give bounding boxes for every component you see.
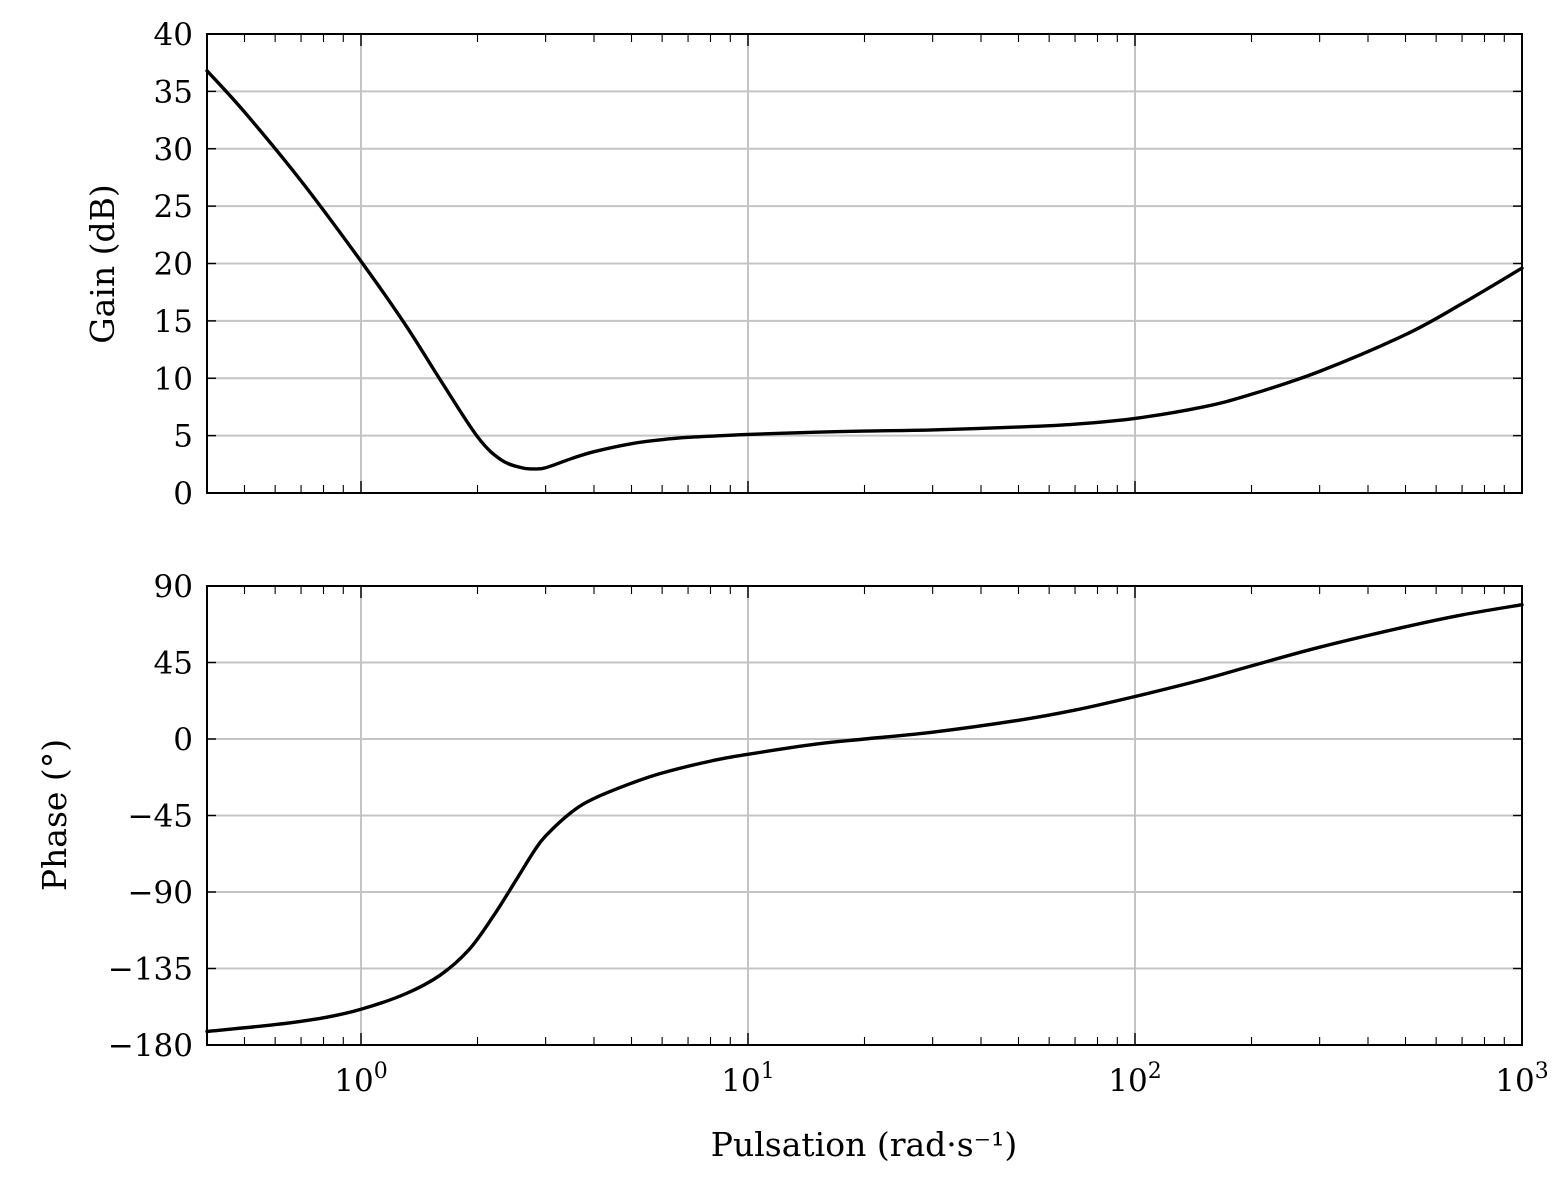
y-tick-label: 0: [173, 476, 193, 512]
phase-curve: [205, 603, 1524, 1034]
y-tick-label: 20: [154, 247, 193, 283]
y-tick-label: 90: [154, 569, 193, 605]
x-tick-label: 101: [721, 1059, 774, 1099]
phase-y-axis-label: Phase (°): [35, 739, 74, 891]
y-tick-label: 40: [154, 17, 193, 53]
y-tick-label: 35: [154, 74, 193, 110]
y-tick-label: 45: [154, 646, 193, 682]
x-tick-label: 102: [1108, 1059, 1161, 1099]
y-tick-label: −90: [128, 875, 193, 911]
plot-frame: [206, 585, 1523, 1046]
y-tick-label: −180: [108, 1028, 193, 1064]
y-tick-label: 25: [154, 189, 193, 225]
y-tick-label: 30: [154, 132, 193, 168]
gain-curve: [205, 69, 1524, 471]
y-tick-label: 10: [154, 361, 193, 397]
x-tick-label: 103: [1495, 1059, 1548, 1099]
y-tick-label: −135: [108, 952, 193, 988]
x-tick-label: 100: [334, 1059, 387, 1099]
y-tick-label: 15: [154, 304, 193, 340]
y-tick-label: −45: [128, 799, 193, 835]
x-axis-label: Pulsation (rad·s⁻¹): [711, 1125, 1017, 1164]
plot-frame: [206, 33, 1523, 494]
gain-y-axis-label: Gain (dB): [83, 184, 122, 343]
gain-plot-panel: 0 5 10 15 20 25 30 35 40: [154, 17, 1524, 512]
phase-plot-panel: −180 −135 −90 −45 0 45 90 100 101 102 103: [108, 569, 1549, 1099]
y-tick-label: 0: [173, 722, 193, 758]
y-tick-label: 5: [173, 419, 193, 455]
